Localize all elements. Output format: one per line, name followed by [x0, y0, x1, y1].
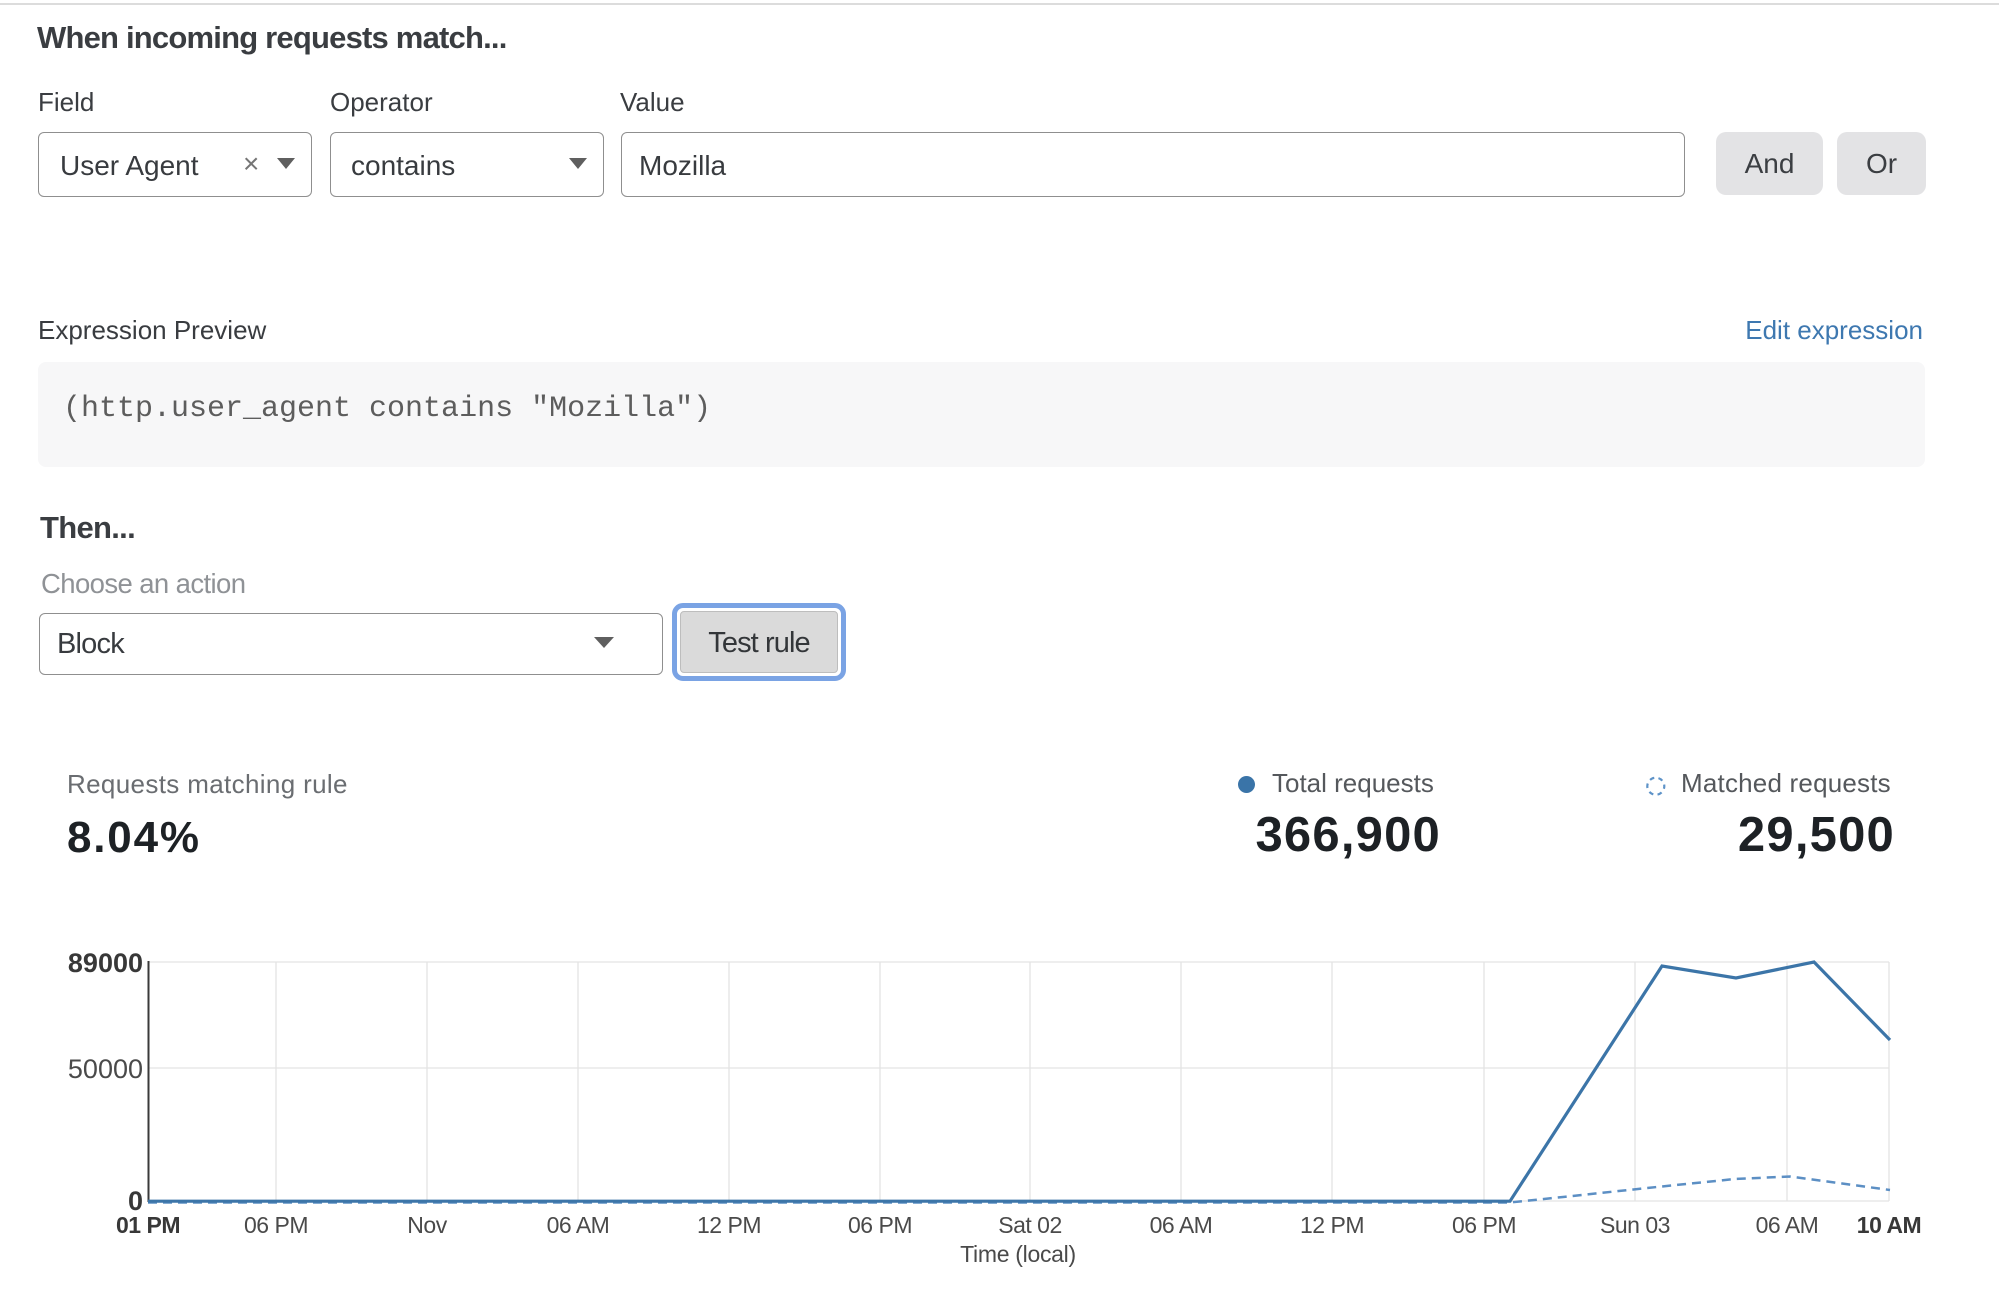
- svg-text:06 PM: 06 PM: [244, 1212, 308, 1238]
- svg-text:12 PM: 12 PM: [697, 1212, 761, 1238]
- svg-text:0: 0: [128, 1186, 143, 1216]
- svg-text:10 AM: 10 AM: [1857, 1212, 1921, 1238]
- svg-text:89000: 89000: [68, 948, 143, 978]
- svg-text:06 PM: 06 PM: [848, 1212, 912, 1238]
- svg-text:06 AM: 06 AM: [1756, 1212, 1819, 1238]
- svg-text:Nov: Nov: [407, 1212, 447, 1238]
- svg-text:Time (local): Time (local): [960, 1241, 1076, 1267]
- svg-text:Sun 03: Sun 03: [1600, 1212, 1670, 1238]
- svg-text:06 PM: 06 PM: [1452, 1212, 1516, 1238]
- svg-text:12 PM: 12 PM: [1300, 1212, 1364, 1238]
- svg-text:06 AM: 06 AM: [547, 1212, 610, 1238]
- svg-text:Sat 02: Sat 02: [998, 1212, 1062, 1238]
- svg-text:50000: 50000: [68, 1054, 143, 1084]
- svg-text:01 PM: 01 PM: [116, 1212, 180, 1238]
- svg-text:06 AM: 06 AM: [1150, 1212, 1213, 1238]
